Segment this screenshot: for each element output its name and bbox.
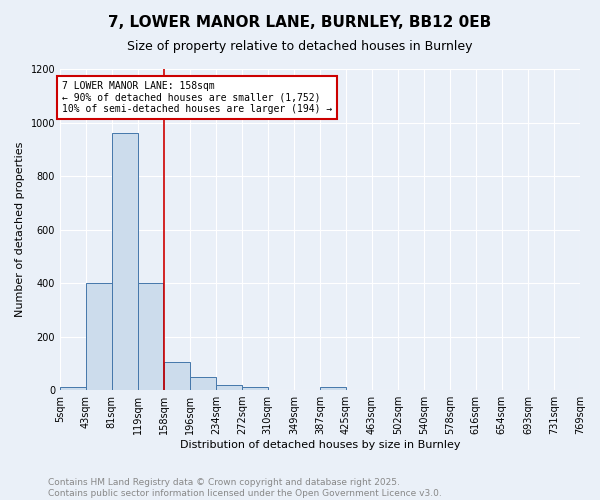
Bar	[86, 283, 112, 390]
Bar	[112, 133, 137, 390]
Text: Size of property relative to detached houses in Burnley: Size of property relative to detached ho…	[127, 40, 473, 53]
Text: 7 LOWER MANOR LANE: 158sqm
← 90% of detached houses are smaller (1,752)
10% of s: 7 LOWER MANOR LANE: 158sqm ← 90% of deta…	[62, 81, 332, 114]
X-axis label: Distribution of detached houses by size in Burnley: Distribution of detached houses by size …	[180, 440, 460, 450]
Bar	[320, 388, 346, 390]
Bar	[137, 283, 163, 390]
Bar	[190, 376, 216, 390]
Y-axis label: Number of detached properties: Number of detached properties	[15, 142, 25, 317]
Bar	[164, 362, 190, 390]
Bar	[60, 388, 86, 390]
Bar	[216, 384, 242, 390]
Text: Contains HM Land Registry data © Crown copyright and database right 2025.
Contai: Contains HM Land Registry data © Crown c…	[48, 478, 442, 498]
Bar	[242, 388, 268, 390]
Text: 7, LOWER MANOR LANE, BURNLEY, BB12 0EB: 7, LOWER MANOR LANE, BURNLEY, BB12 0EB	[109, 15, 491, 30]
